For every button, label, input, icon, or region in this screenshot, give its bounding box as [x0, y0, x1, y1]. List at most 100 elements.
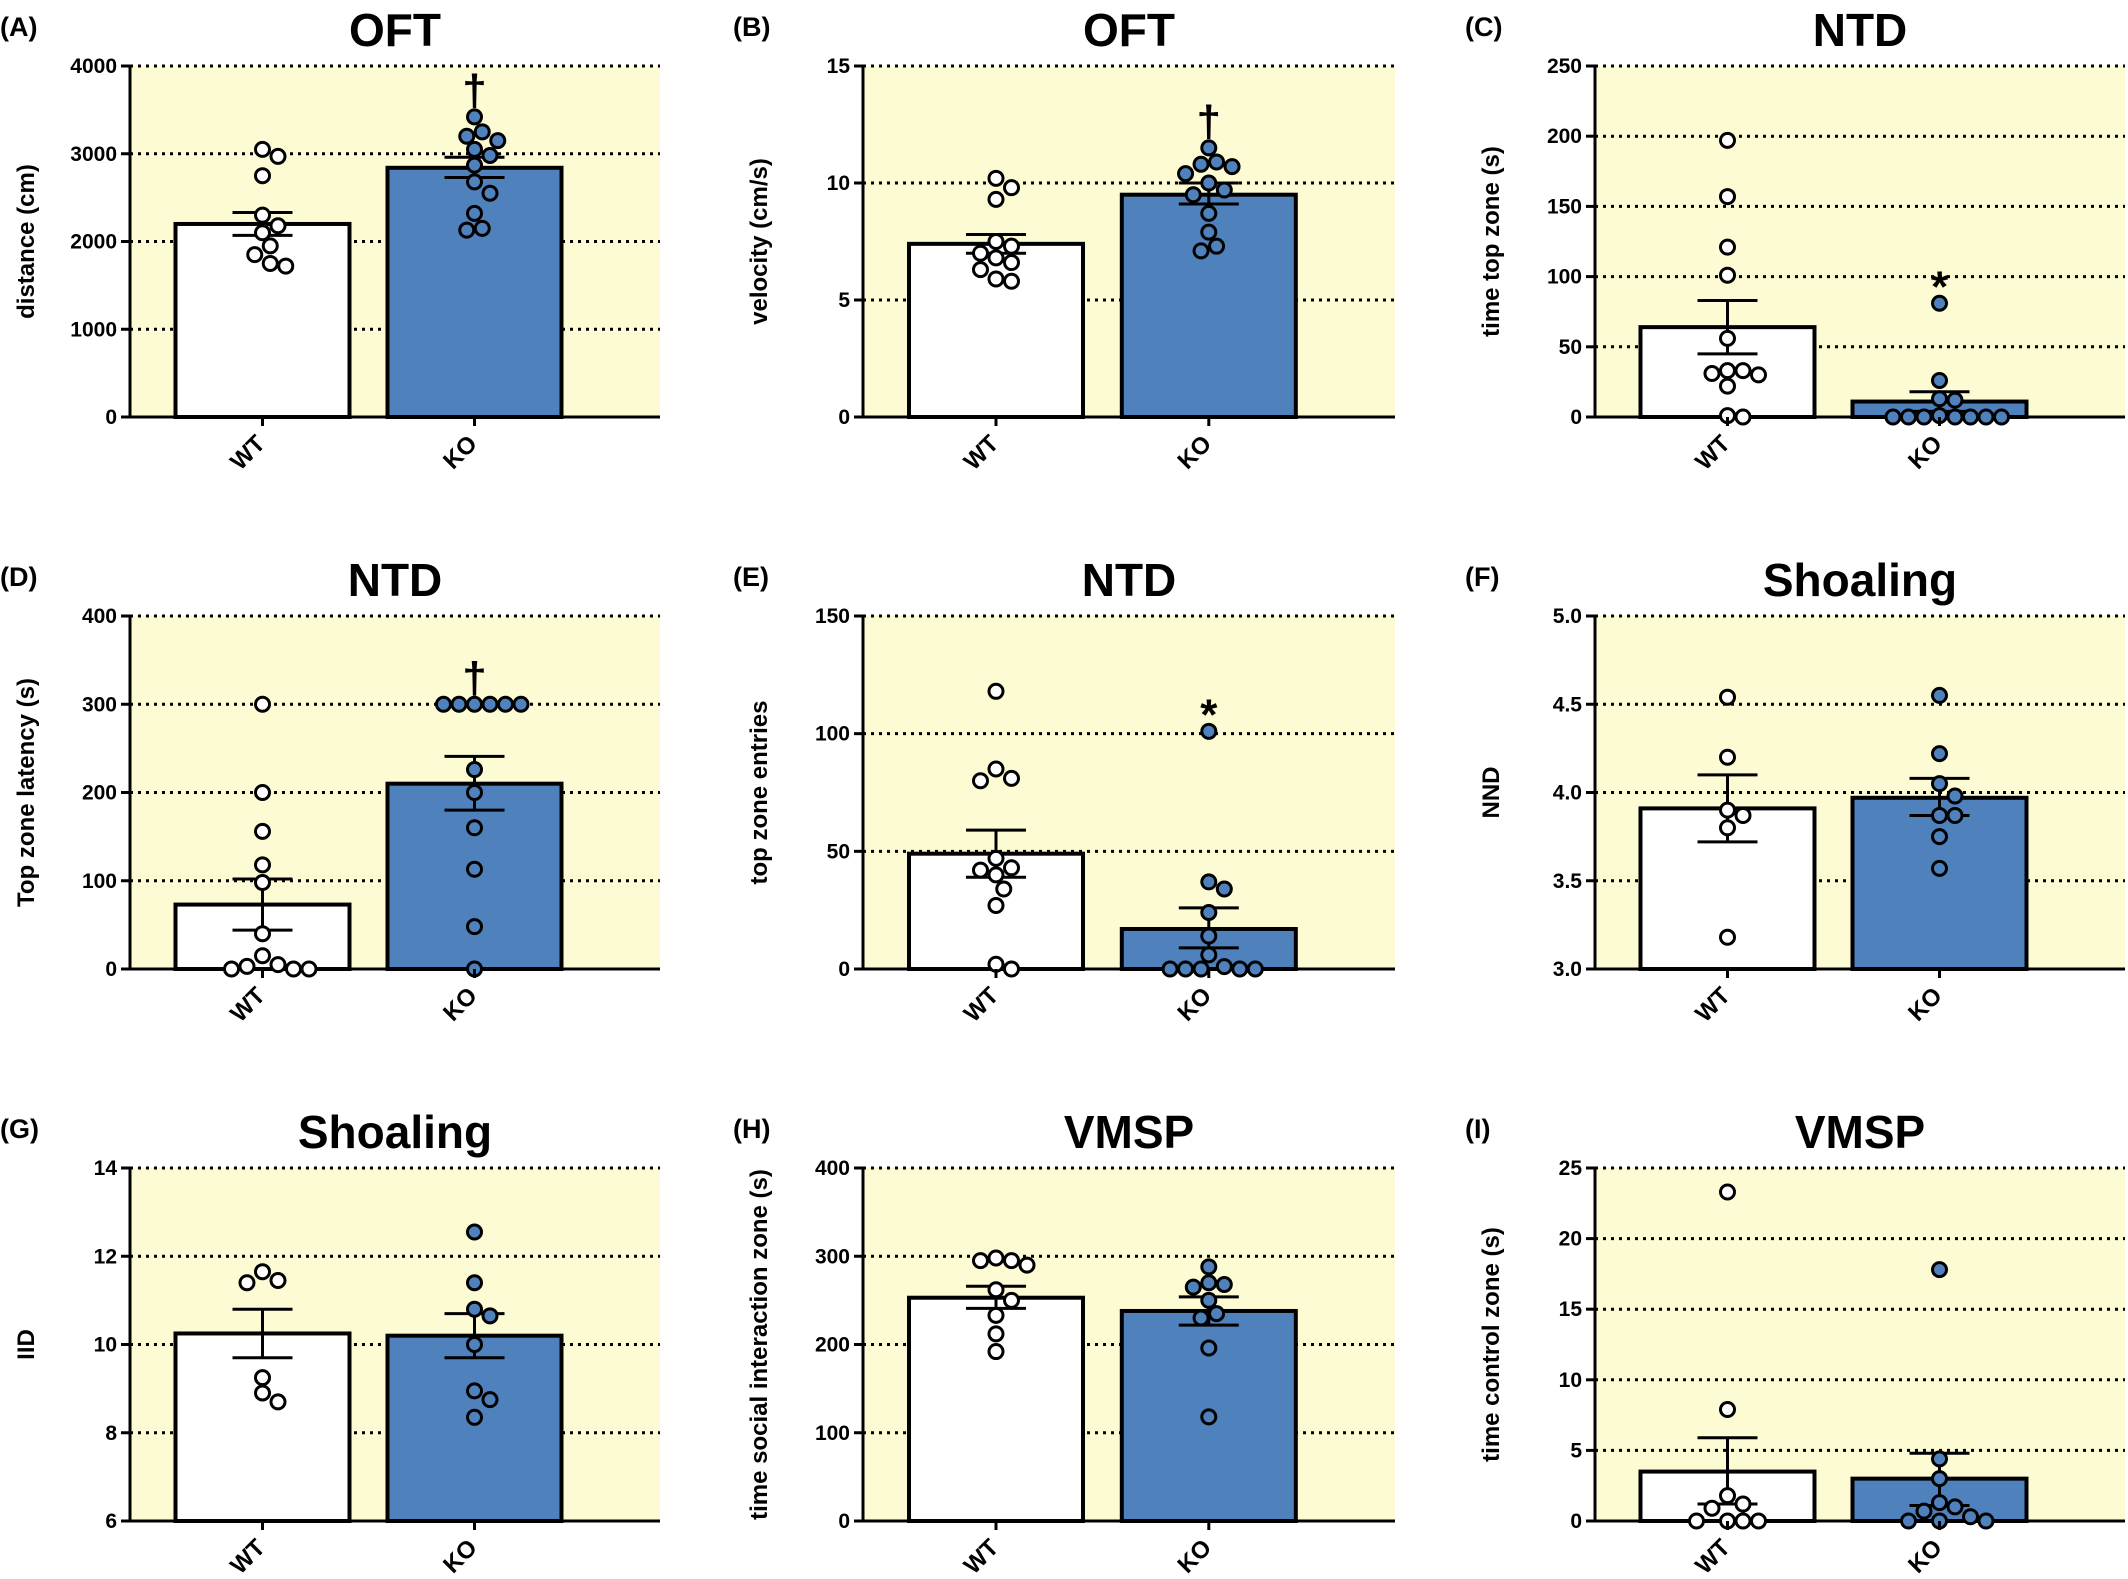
chart-panel: 0 100 200 300 400 Top zone latency (s) NTD (D) W…: [0, 554, 660, 1028]
data-point-ko: [1946, 787, 1964, 805]
data-point-ko: [466, 156, 483, 174]
data-point-ko: [512, 695, 530, 713]
x-tick-label-wt: WT: [1690, 982, 1736, 1028]
data-point-ko: [1161, 960, 1179, 978]
data-point-wt: [269, 217, 287, 235]
data-point-wt: [1734, 408, 1752, 426]
bar-ko: [385, 1333, 564, 1524]
data-point-ko: [466, 1382, 483, 1400]
y-tick-label: 0: [105, 958, 117, 981]
data-point-ko: [1993, 408, 2010, 426]
x-tick-label-ko: KO: [438, 982, 483, 1027]
data-point-wt: [972, 261, 989, 279]
data-point-wt: [1734, 806, 1752, 824]
bar-ko: [1850, 795, 2029, 971]
data-point-ko: [1208, 1305, 1226, 1323]
chart-panel: 0 5 10 15 20 25 time control zone (s) VMSP (I) WT…: [1465, 1106, 2125, 1579]
data-point-ko: [481, 147, 499, 165]
data-point-wt: [254, 925, 271, 943]
panel-title: VMSP: [1795, 1106, 1925, 1158]
data-point-wt: [285, 960, 302, 978]
data-point-wt: [254, 695, 271, 713]
data-point-ko: [1977, 1512, 1995, 1530]
data-point-ko: [466, 1300, 483, 1318]
data-point-wt: [987, 682, 1005, 700]
data-point-ko: [1931, 294, 1948, 312]
x-tick-label-wt: WT: [959, 1534, 1005, 1579]
y-axis-label: NND: [1478, 767, 1505, 819]
data-point-wt: [300, 960, 318, 978]
data-point-ko: [1246, 960, 1264, 978]
data-point-ko: [1900, 408, 1917, 426]
data-point-wt: [987, 169, 1005, 187]
data-point-ko: [1200, 1339, 1218, 1357]
data-point-wt: [254, 947, 271, 965]
y-tick-label: 5.0: [1553, 605, 1582, 628]
y-tick-label: 14: [94, 1157, 118, 1180]
data-point-wt: [1719, 801, 1736, 819]
data-point-ko: [466, 784, 483, 801]
data-point-ko: [466, 1223, 483, 1241]
y-tick-label: 2000: [70, 231, 117, 254]
data-point-wt: [1703, 1499, 1721, 1517]
data-point-ko: [466, 173, 483, 191]
data-point-wt: [987, 233, 1005, 250]
data-point-ko: [1200, 904, 1218, 922]
data-point-wt: [987, 270, 1005, 288]
y-axis-label: time social interaction zone (s): [746, 1169, 773, 1520]
data-point-ko: [1200, 1274, 1218, 1292]
chart-panel: 0 50 100 150 200 250 time top zone (s) NTD (C) WT…: [1465, 4, 2125, 476]
bar-wt: [173, 1331, 352, 1523]
y-tick-label: 5: [838, 289, 850, 312]
data-point-ko: [1931, 745, 1948, 763]
y-tick-label: 100: [82, 870, 117, 893]
data-point-wt: [1719, 1487, 1736, 1505]
data-point-wt: [1719, 131, 1736, 149]
significance-marker: *: [1200, 690, 1218, 739]
data-point-wt: [987, 1343, 1005, 1361]
x-tick-label-ko: KO: [438, 1534, 483, 1579]
data-point-wt: [987, 896, 1005, 914]
data-point-ko: [1215, 181, 1233, 199]
y-tick-label: 12: [94, 1245, 117, 1268]
y-tick-label: 400: [82, 605, 117, 628]
y-tick-label: 3.5: [1553, 870, 1583, 893]
data-point-ko: [1200, 1408, 1218, 1426]
y-axis-label: time control zone (s): [1478, 1227, 1505, 1462]
data-point-ko: [1184, 1278, 1202, 1296]
data-point-wt: [1719, 748, 1736, 766]
data-point-ko: [1915, 408, 1933, 426]
data-point-ko: [1200, 139, 1218, 157]
data-point-ko: [1215, 958, 1233, 976]
data-point-wt: [987, 1325, 1005, 1343]
data-point-wt: [1003, 859, 1020, 877]
chart-panel: 0 1000 2000 3000 4000 distance (cm) OFT (A) WT † K…: [0, 4, 660, 476]
x-tick-label-wt: WT: [225, 430, 271, 476]
data-point-ko: [1962, 1508, 1979, 1526]
data-point-ko: [1915, 1502, 1933, 1520]
data-point-wt: [254, 1263, 271, 1281]
panel-letter: (B): [733, 12, 770, 42]
data-point-wt: [1719, 188, 1736, 206]
data-point-ko: [1962, 408, 1979, 426]
x-tick-label-wt: WT: [959, 430, 1005, 476]
data-point-ko: [1931, 1450, 1948, 1468]
y-tick-label: 1000: [70, 318, 117, 341]
data-point-ko: [1931, 775, 1948, 793]
significance-marker: †: [462, 653, 486, 702]
data-point-ko: [1192, 242, 1210, 260]
panel-title: OFT: [1083, 4, 1175, 56]
data-point-ko: [466, 1274, 483, 1292]
data-point-wt: [972, 861, 989, 879]
data-point-ko: [1231, 960, 1249, 978]
data-point-wt: [987, 190, 1005, 208]
data-point-wt: [261, 254, 279, 272]
data-point-ko: [1177, 165, 1195, 183]
data-point-wt: [1018, 1256, 1036, 1274]
data-point-wt: [269, 956, 287, 974]
panel-letter: (C): [1465, 12, 1502, 42]
panel-title: NTD: [348, 554, 443, 606]
data-point-ko: [458, 127, 476, 145]
data-point-wt: [1003, 254, 1020, 272]
y-tick-label: 0: [105, 406, 117, 429]
